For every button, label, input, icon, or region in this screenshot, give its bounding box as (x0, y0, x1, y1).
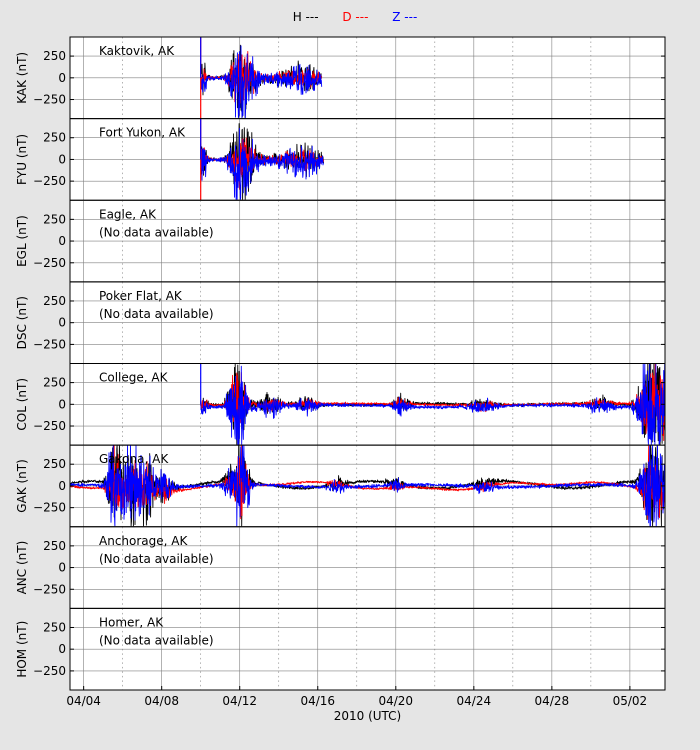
station-label: Gakona, AK (99, 452, 169, 466)
legend: H --- D --- Z --- (0, 10, 700, 24)
y-tick-label: 250 (43, 294, 66, 308)
station-label: Eagle, AK (99, 207, 157, 221)
x-tick-label: 04/20 (378, 694, 413, 708)
y-tick-label: 250 (43, 620, 66, 634)
station-label: Anchorage, AK (99, 534, 188, 548)
y-tick-label: −250 (33, 419, 66, 433)
y-tick-label: 250 (43, 212, 66, 226)
series-z-line (200, 363, 666, 445)
x-tick-label: 04/16 (300, 694, 335, 708)
series-z-line (69, 444, 666, 527)
y-tick-label: 0 (58, 561, 66, 575)
x-tick-label: 04/12 (222, 694, 257, 708)
x-tick-label: 05/02 (613, 694, 648, 708)
y-tick-label: −250 (33, 256, 66, 270)
x-tick-label: 04/08 (144, 694, 179, 708)
no-data-note: (No data available) (99, 225, 214, 239)
y-tick-label: −250 (33, 174, 66, 188)
no-data-note: (No data available) (99, 307, 214, 321)
y-tick-label: 250 (43, 539, 66, 553)
x-tick-label: 04/04 (66, 694, 101, 708)
y-tick-label: 250 (43, 376, 66, 390)
y-tick-label: 250 (43, 131, 66, 145)
legend-h: H --- (292, 10, 319, 24)
y-axis-label: FYU (nT) (15, 134, 29, 185)
no-data-note: (No data available) (99, 552, 214, 566)
y-tick-label: 0 (58, 479, 66, 493)
y-tick-label: 250 (43, 457, 66, 471)
y-axis-label: DSC (nT) (15, 296, 29, 349)
series-h-line (200, 44, 322, 119)
x-tick-label: 04/28 (535, 694, 570, 708)
series-z-line (200, 45, 323, 119)
y-tick-label: 0 (58, 234, 66, 248)
y-tick-label: −250 (33, 501, 66, 515)
station-label: Homer, AK (99, 615, 164, 629)
x-axis-label: 2010 (UTC) (334, 709, 402, 723)
y-axis-label: ANC (nT) (15, 541, 29, 595)
station-label: Fort Yukon, AK (99, 126, 186, 140)
legend-z: Z --- (392, 10, 418, 24)
y-axis-label: EGL (nT) (15, 215, 29, 267)
y-tick-label: −250 (33, 337, 66, 351)
station-label: Poker Flat, AK (99, 289, 183, 303)
y-tick-label: −250 (33, 664, 66, 678)
y-tick-label: −250 (33, 582, 66, 596)
station-label: Kaktovik, AK (99, 44, 175, 58)
y-tick-label: 0 (58, 152, 66, 166)
y-axis-label: GAK (nT) (15, 459, 29, 513)
y-axis-label: KAK (nT) (15, 52, 29, 104)
y-tick-label: 0 (58, 397, 66, 411)
x-tick-label: 04/24 (457, 694, 492, 708)
y-tick-label: −250 (33, 93, 66, 107)
station-label: College, AK (99, 371, 169, 385)
no-data-note: (No data available) (99, 633, 214, 647)
series-z-line (200, 127, 324, 200)
legend-d: D --- (342, 10, 369, 24)
y-tick-label: 250 (43, 49, 66, 63)
y-axis-label: COL (nT) (15, 378, 29, 431)
y-tick-label: 0 (58, 642, 66, 656)
y-tick-label: 0 (58, 316, 66, 330)
y-axis-label: HOM (nT) (15, 621, 29, 678)
y-tick-label: 0 (58, 71, 66, 85)
